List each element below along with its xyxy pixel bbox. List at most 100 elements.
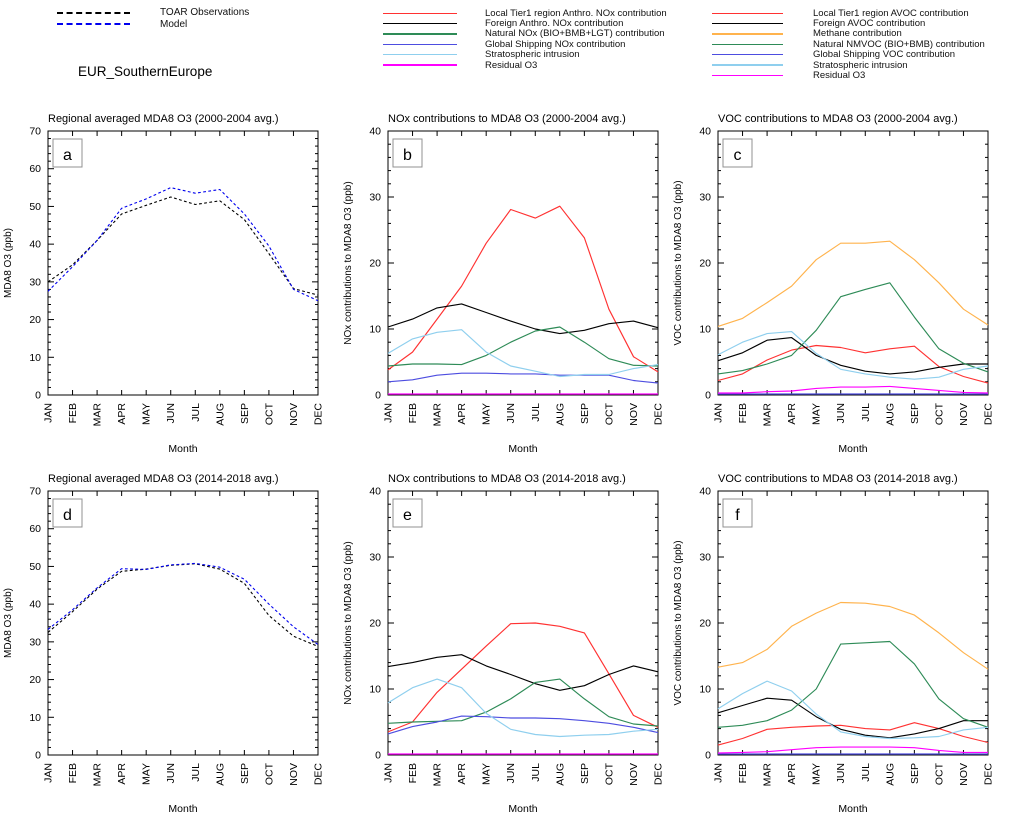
svg-text:SEP: SEP [909,763,921,784]
legend-entry: Global Shipping NOx contribution [383,39,667,50]
svg-text:30: 30 [29,276,41,288]
svg-text:NOV: NOV [628,403,640,426]
svg-text:NOV: NOV [628,763,640,786]
svg-text:40: 40 [29,239,41,251]
legend-entry-label: Stratospheric intrusion [485,49,580,61]
legend-line-swatch [383,33,457,35]
panel-a-chart: Regional averaged MDA8 O3 (2000-2004 avg… [3,113,325,455]
svg-text:MAR: MAR [432,763,444,787]
legend-line-swatch [712,74,783,77]
svg-text:JAN: JAN [43,403,55,423]
svg-text:JAN: JAN [43,763,55,783]
svg-text:MAR: MAR [92,763,104,787]
svg-text:MAY: MAY [811,403,823,425]
legend-line-swatch [712,12,783,14]
svg-text:OCT: OCT [933,762,945,785]
panel-f: VOC contributions to MDA8 O3 (2014-2018 … [670,465,1008,815]
svg-text:50: 50 [29,561,41,573]
legend-entry-label: Local Tier1 region AVOC contribution [813,7,969,19]
svg-text:30: 30 [369,552,381,564]
legend-entry: Local Tier1 region Anthro. NOx contribut… [383,7,667,19]
svg-text:OCT: OCT [263,402,275,425]
legend-entry: Residual O3 [712,70,985,82]
panel-c-chart: VOC contributions to MDA8 O3 (2000-2004 … [673,113,995,455]
svg-text:JUL: JUL [190,763,202,782]
svg-text:0: 0 [705,390,711,402]
legend-line-swatch [383,22,457,25]
svg-text:0: 0 [705,750,711,762]
svg-text:DEC: DEC [313,763,325,786]
svg-text:MAR: MAR [762,403,774,427]
svg-text:FEB: FEB [67,403,79,423]
svg-text:d: d [63,507,72,524]
legend-entry-label: TOAR Observations [160,7,250,19]
svg-text:40: 40 [29,599,41,611]
svg-text:Month: Month [838,443,867,455]
svg-text:MAY: MAY [141,403,153,425]
svg-text:FEB: FEB [407,763,419,783]
svg-text:Month: Month [838,803,867,815]
legend-entry: Stratospheric intrusion [712,60,985,71]
svg-text:APR: APR [786,763,798,785]
panel-d-chart: Regional averaged MDA8 O3 (2014-2018 avg… [3,473,325,815]
svg-text:JUN: JUN [835,763,847,783]
svg-text:DEC: DEC [313,403,325,426]
svg-text:JUN: JUN [505,763,517,783]
svg-text:Month: Month [508,443,537,455]
svg-text:SEP: SEP [579,403,591,424]
svg-text:JUN: JUN [835,403,847,423]
svg-text:0: 0 [35,390,41,402]
svg-text:NOx contributions to MDA8 O3 (: NOx contributions to MDA8 O3 (ppb) [343,541,354,704]
legend-entry-label: Model [160,18,188,30]
svg-text:VOC contributions to MDA8 O3 (: VOC contributions to MDA8 O3 (ppb) [673,540,684,705]
legend-entry-label: Residual O3 [813,70,866,82]
svg-text:JUL: JUL [530,403,542,422]
svg-text:MAR: MAR [92,403,104,427]
svg-text:10: 10 [699,684,711,696]
svg-text:NOV: NOV [958,763,970,786]
svg-text:OCT: OCT [933,402,945,425]
svg-text:b: b [403,147,412,164]
svg-text:MDA8 O3 (ppb): MDA8 O3 (ppb) [3,588,14,658]
svg-text:AUG: AUG [554,763,566,786]
svg-text:FEB: FEB [737,763,749,783]
svg-text:FEB: FEB [737,403,749,423]
svg-text:JUL: JUL [860,763,872,782]
svg-text:MAY: MAY [141,763,153,785]
svg-text:AUG: AUG [554,403,566,426]
svg-text:NOx contributions to MDA8 O3 (: NOx contributions to MDA8 O3 (2014-2018 … [388,473,626,485]
svg-text:10: 10 [29,352,41,364]
svg-text:Month: Month [168,803,197,815]
svg-text:APR: APR [116,763,128,785]
legend-line-swatch [712,54,783,56]
svg-text:20: 20 [699,618,711,630]
legend-entry-label: Foreign Anthro. NOx contribution [485,18,624,30]
svg-text:APR: APR [786,403,798,425]
legend-line-swatch [712,43,783,46]
legend-line-swatch [383,43,457,46]
svg-text:20: 20 [699,258,711,270]
legend-entry-label: Local Tier1 region Anthro. NOx contribut… [485,7,667,19]
svg-text:JUN: JUN [165,403,177,423]
legend-line-swatch [712,22,783,25]
legend-entry: Methane contribution [712,28,985,39]
svg-text:40: 40 [699,126,711,138]
svg-text:Month: Month [168,443,197,455]
panel-d: Regional averaged MDA8 O3 (2014-2018 avg… [0,465,338,815]
svg-text:MDA8 O3 (ppb): MDA8 O3 (ppb) [3,228,14,298]
svg-text:0: 0 [375,750,381,762]
legend-entry: Natural NOx (BIO+BMB+LGT) contribution [383,28,667,39]
panel-e: NOx contributions to MDA8 O3 (2014-2018 … [340,465,678,815]
svg-text:SEP: SEP [909,403,921,424]
svg-text:DEC: DEC [653,763,665,786]
panel-b: NOx contributions to MDA8 O3 (2000-2004 … [340,105,678,455]
svg-text:APR: APR [456,763,468,785]
svg-text:APR: APR [116,403,128,425]
legend-entry-label: Global Shipping VOC contribution [813,49,956,61]
svg-text:JUN: JUN [505,403,517,423]
svg-text:AUG: AUG [884,403,896,426]
legend-entry: Stratospheric intrusion [383,49,667,61]
svg-text:40: 40 [369,486,381,498]
svg-text:Regional averaged MDA8 O3 (201: Regional averaged MDA8 O3 (2014-2018 avg… [48,473,279,485]
